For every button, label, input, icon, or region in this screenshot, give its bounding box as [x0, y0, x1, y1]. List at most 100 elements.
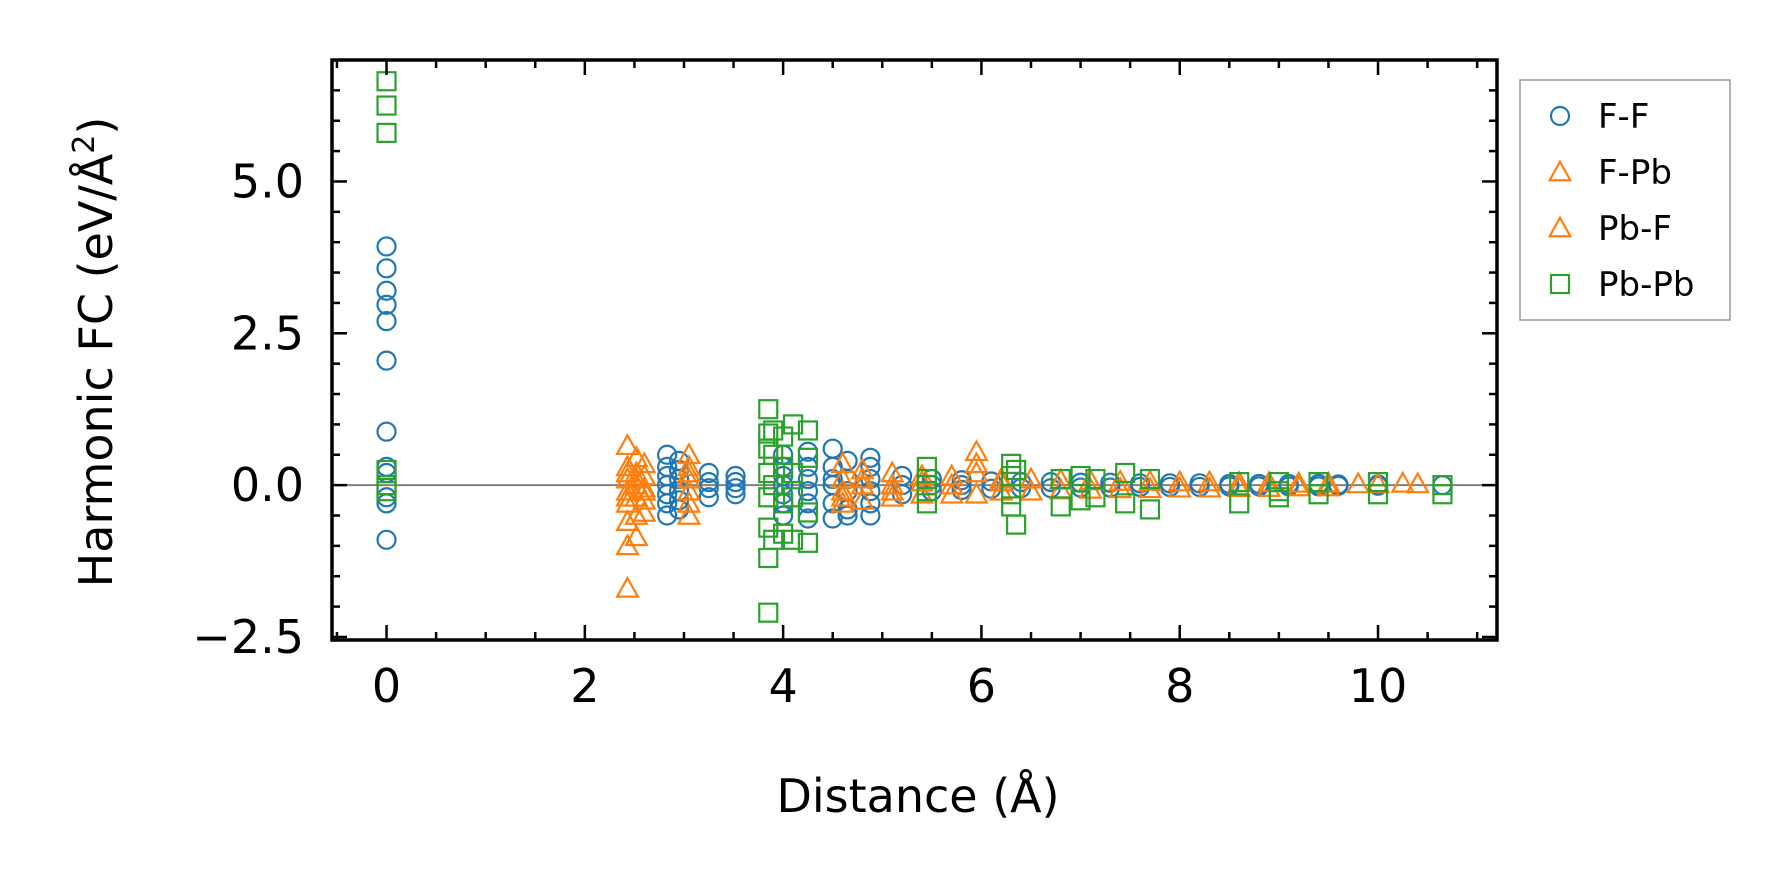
- data-point: [850, 466, 875, 489]
- data-point: [830, 478, 855, 501]
- legend-label: Pb-Pb: [1598, 265, 1694, 305]
- y-tick-label: −2.5: [192, 610, 304, 664]
- data-point: [1286, 470, 1311, 493]
- data-point: [879, 460, 905, 483]
- data-point: [376, 481, 397, 502]
- data-point: [879, 484, 905, 507]
- data-point: [632, 478, 657, 501]
- data-point: [376, 95, 397, 116]
- data-point: [624, 524, 649, 547]
- data-point: [698, 487, 719, 508]
- data-point: [1367, 484, 1389, 505]
- data-point: [782, 529, 804, 550]
- data-point: [850, 472, 875, 495]
- data-point: [1226, 474, 1252, 497]
- legend-item: Pb-Pb: [1549, 265, 1694, 305]
- data-point: [964, 451, 989, 474]
- data-point: [830, 451, 855, 474]
- tick-labels: 0 2 4 6 8 10 −2.5 0.0 2.5 5.0: [192, 154, 1407, 713]
- legend-box: [1519, 79, 1731, 321]
- legend-item: F-F: [1549, 97, 1649, 137]
- data-point: [1006, 459, 1027, 481]
- legend-label: F-Pb: [1598, 153, 1672, 193]
- data-point: [822, 438, 843, 459]
- data-point: [376, 350, 397, 371]
- data-point: [850, 487, 875, 510]
- data-point: [782, 462, 804, 484]
- data-point: [1070, 490, 1091, 511]
- data-point: [657, 505, 678, 526]
- data-point: [725, 484, 746, 505]
- legend-marker: [1547, 159, 1573, 182]
- data-point: [1268, 487, 1289, 508]
- x-axis-label: Distance (Å): [776, 769, 1059, 823]
- data-point: [964, 439, 989, 462]
- series-pb-pb: [376, 71, 1453, 623]
- legend-item: F-Pb: [1547, 153, 1672, 193]
- data-point: [1286, 474, 1311, 497]
- data-point: [758, 602, 779, 623]
- data-point: [797, 447, 819, 468]
- data-point: [939, 481, 964, 504]
- legend-label: Pb-F: [1598, 209, 1672, 249]
- data-point: [1405, 471, 1430, 494]
- data-point: [916, 468, 937, 490]
- plot-frame: [330, 58, 1499, 642]
- data-point: [676, 502, 702, 525]
- data-point: [758, 517, 779, 538]
- data-point: [657, 484, 678, 505]
- legend: F-F F-Pb Pb-F Pb-Pb: [1519, 79, 1731, 321]
- data-point: [376, 122, 397, 143]
- data-point: [758, 487, 779, 508]
- data-point: [376, 459, 397, 481]
- data-point: [1197, 475, 1222, 498]
- y-tick-label: 0.0: [231, 458, 304, 512]
- data-point: [676, 490, 702, 513]
- data-point: [376, 280, 397, 301]
- data-point: [1006, 514, 1027, 535]
- data-point: [1001, 453, 1022, 474]
- data-point: [624, 466, 649, 489]
- y-axis-label-superscript: 2: [67, 135, 102, 154]
- y-tick-label: 5.0: [231, 154, 304, 208]
- data-point: [1085, 487, 1106, 508]
- data-point: [1308, 484, 1329, 505]
- data-point: [376, 529, 397, 550]
- data-point: [1139, 468, 1161, 490]
- legend-marker: [1547, 215, 1573, 238]
- data-point: [797, 532, 819, 553]
- y-axis-label: Harmonic FC (eV/Å2): [67, 117, 123, 588]
- data-point: [676, 460, 702, 483]
- data-point: [797, 420, 819, 441]
- data-point: [758, 423, 779, 444]
- data-point: [676, 454, 702, 477]
- data-point: [1167, 475, 1192, 498]
- data-point: [1167, 469, 1192, 492]
- data-point: [376, 258, 397, 279]
- x-tick-label: 8: [1165, 659, 1194, 713]
- y-axis-label-end: ): [69, 117, 123, 135]
- data-point: [376, 421, 397, 442]
- data-point: [1139, 499, 1161, 520]
- x-tick-label: 0: [372, 659, 401, 713]
- data-point: [850, 457, 875, 480]
- legend-item: Pb-F: [1547, 209, 1672, 249]
- data-point: [615, 478, 640, 501]
- legend-label: F-F: [1598, 97, 1649, 137]
- data-point: [1390, 470, 1416, 493]
- data-point: [1108, 476, 1133, 499]
- data-point: [1018, 478, 1044, 501]
- data-point: [615, 508, 640, 531]
- data-point: [1308, 471, 1329, 493]
- x-tick-label: 10: [1349, 659, 1408, 713]
- data-point: [916, 493, 937, 514]
- data-point: [376, 311, 397, 332]
- data-point: [1345, 471, 1371, 494]
- data-point: [615, 484, 640, 507]
- series-pb-f: [615, 451, 1014, 507]
- legend-marker: [1549, 273, 1571, 295]
- data-point: [1365, 471, 1391, 494]
- x-tick-label: 2: [570, 659, 599, 713]
- data-point: [1367, 471, 1389, 493]
